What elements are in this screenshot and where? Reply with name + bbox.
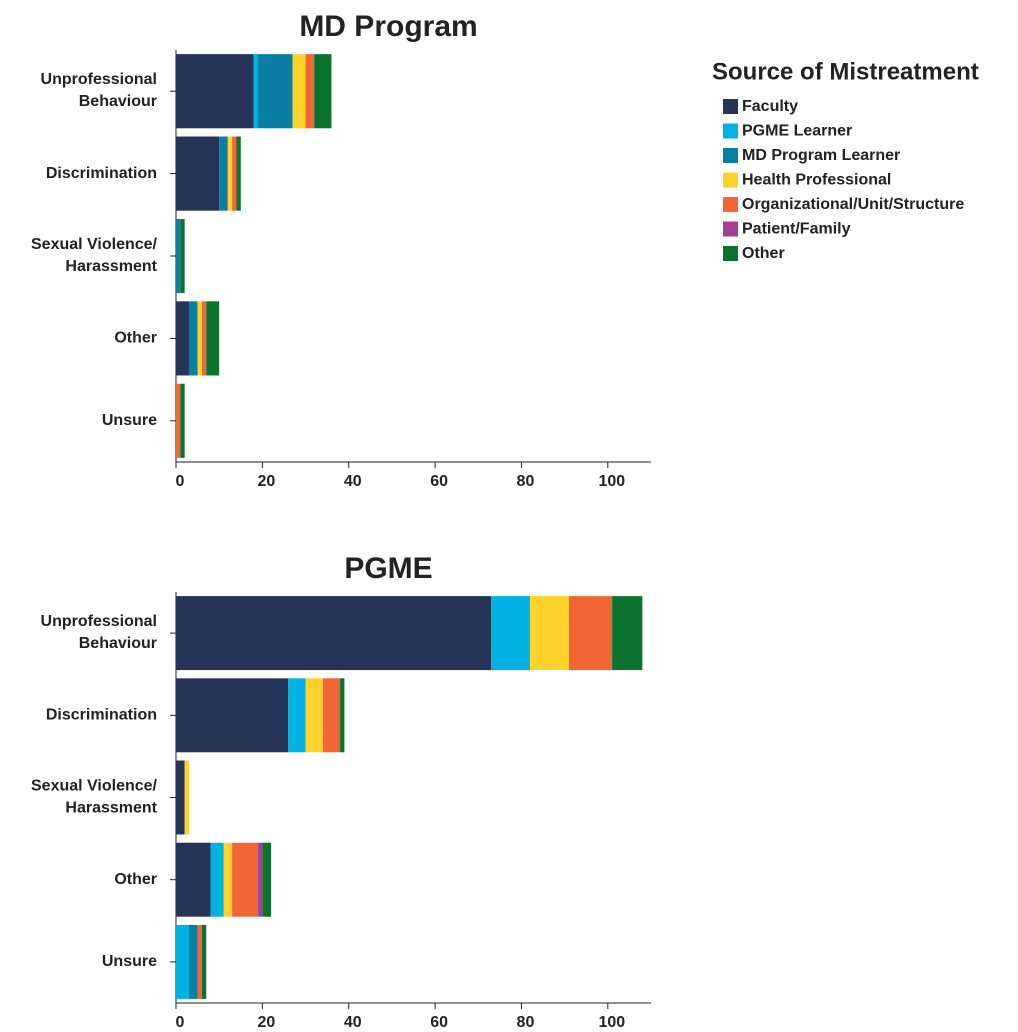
legend-swatch [723,99,738,114]
x-tick-label: 100 [598,473,625,490]
bar-segment [188,301,198,376]
legend-title: Source of Mistreatment [712,58,979,85]
bar-segment [288,678,306,753]
bar-segment [176,54,254,129]
legend-swatch [723,123,738,139]
bar-segment [188,924,198,999]
bar-segment [176,924,189,999]
bar-segment [223,842,233,917]
legend-swatch [723,148,738,163]
bar-segment [258,842,263,917]
bar-segment [262,842,271,917]
bar-segment [176,760,185,835]
bar-segment [184,760,189,835]
bar-segment [176,301,189,376]
y-tick-label: Sexual Violence/Harassment [31,236,158,275]
legend-swatch [723,246,738,261]
bar-segment [210,842,224,917]
bar-segment [176,218,181,294]
bar-segment [197,924,202,999]
bar-segment [305,678,323,753]
y-tick-label: Unsure [102,412,157,429]
chart-title: PGME [344,552,432,585]
bar-segment [176,678,289,753]
x-tick-label: 20 [257,473,275,490]
bar-segment [180,383,185,458]
bar-segment [314,54,332,129]
bar-segment [322,678,341,753]
legend-label: Health Professional [742,172,891,189]
bar-segment [201,301,207,376]
x-tick-label: 100 [598,1014,625,1031]
bar-segment [176,383,181,458]
bar-segment [612,596,643,671]
legend-swatch [723,172,738,188]
legend-label: Patient/Family [742,221,851,238]
y-tick-label: Other [114,871,157,888]
bar-segment [253,54,259,129]
legend-label: Other [742,245,785,262]
y-tick-label: Discrimination [46,707,157,724]
x-tick-label: 80 [517,1014,535,1031]
bar-segment [176,596,492,671]
y-tick-label: Discrimination [46,165,157,182]
x-tick-label: 0 [176,1014,185,1031]
bar-segment [219,136,228,211]
bar-segment [176,136,220,211]
bar-segment [180,218,185,294]
x-tick-label: 40 [344,473,362,490]
bar-segment [201,924,207,999]
y-tick-label: Other [114,330,157,347]
x-tick-label: 40 [344,1014,362,1031]
bar-segment [232,842,259,917]
bar-segment [227,136,233,211]
bar-segment [305,54,315,129]
chart-title: MD Program [299,10,477,43]
bar-segment [340,678,345,753]
legend-swatch [723,197,738,212]
y-tick-label: Unsure [102,953,157,970]
legend-label: MD Program Learner [742,147,900,164]
bar-segment [197,301,202,376]
bar-segment [530,596,569,671]
x-tick-label: 0 [176,473,185,490]
bar-segment [236,136,241,211]
bar-segment [232,136,237,211]
legend-swatch [723,221,738,237]
y-tick-label: Sexual Violence/Harassment [31,778,158,817]
x-tick-label: 80 [517,473,535,490]
legend-label: Faculty [742,98,798,115]
legend-label: Organizational/Unit/Structure [742,196,964,213]
bar-segment [292,54,306,129]
x-tick-label: 60 [430,1014,448,1031]
bar-segment [568,596,613,671]
y-tick-label: Unprofessional Behaviour [41,71,157,110]
bar-segment [258,54,293,129]
legend-label: PGME Learner [742,123,852,140]
bar-segment [176,842,211,917]
bar-segment [491,596,531,671]
x-tick-label: 60 [430,473,448,490]
bar-segment [206,301,220,376]
y-tick-label: Unprofessional Behaviour [41,613,157,652]
x-tick-label: 20 [257,1014,275,1031]
